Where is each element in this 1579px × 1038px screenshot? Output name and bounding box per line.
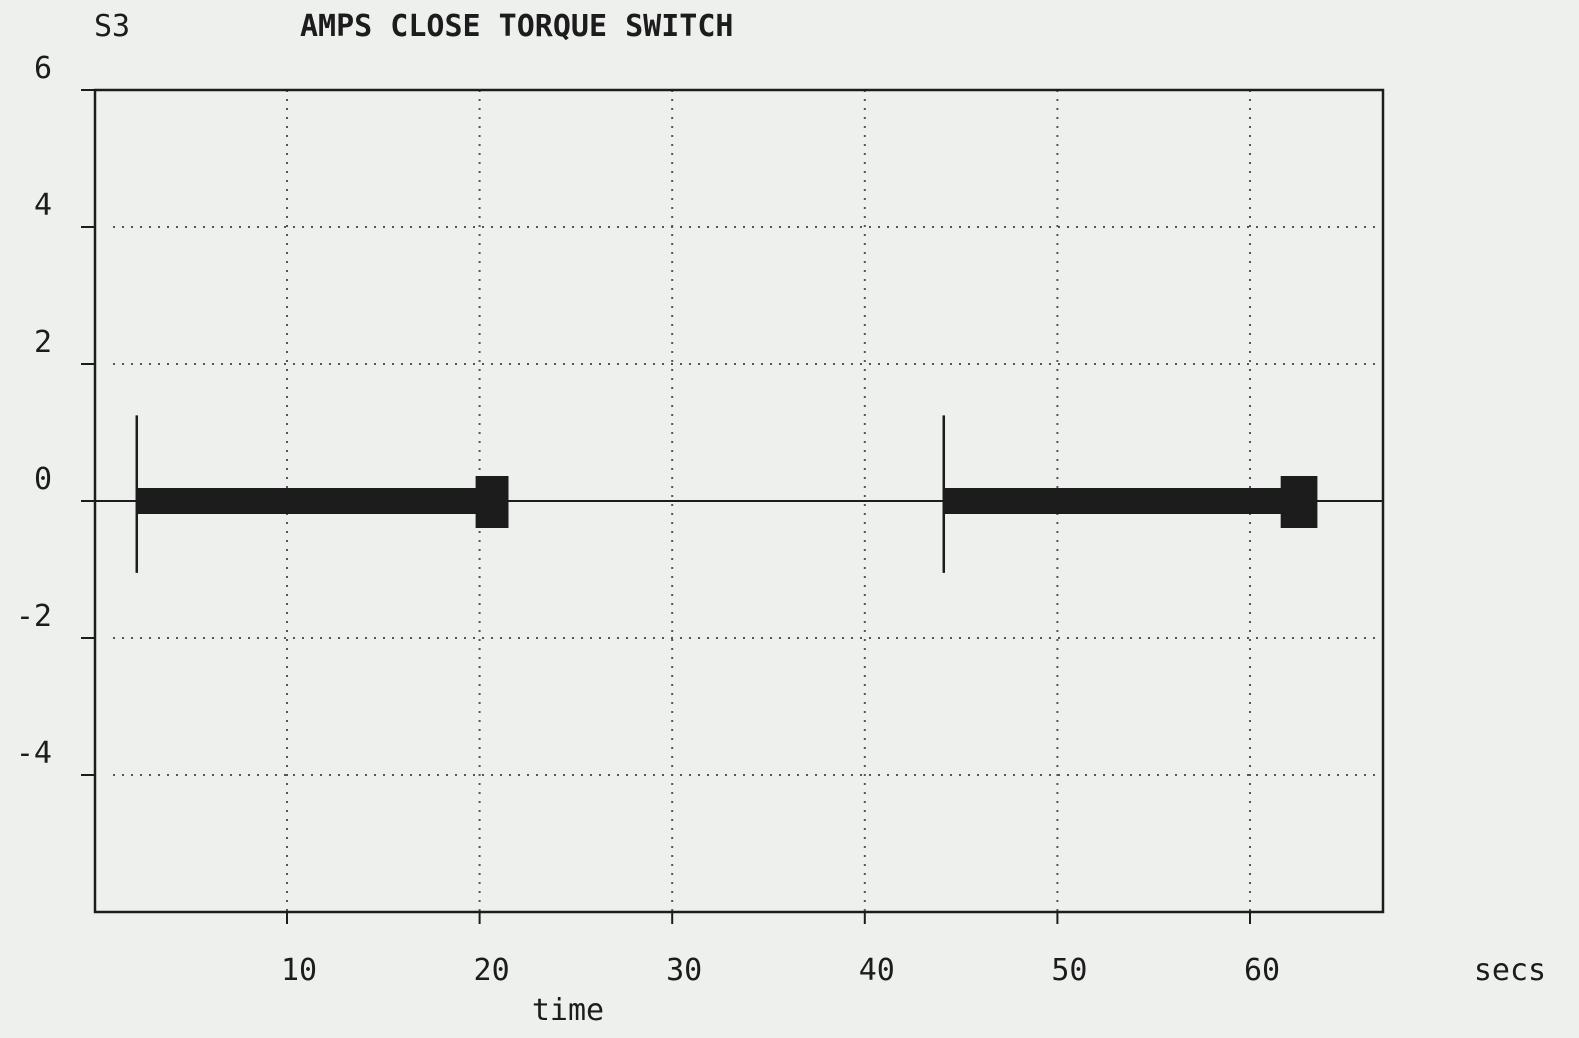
chart-title: AMPS CLOSE TORQUE SWITCH [300,9,733,44]
x-axis-title: time [532,993,604,1028]
segment-1-trace [136,488,480,514]
y-tick-label-6: 6 [34,51,52,86]
y-tick-label-4: 4 [34,188,52,223]
x-tick-label-20: 20 [474,953,510,988]
y-tick-label--2: -2 [16,599,52,634]
grid-lines [113,90,1377,912]
x-tick-label-60: 60 [1244,953,1280,988]
x-tick-label-30: 30 [666,953,702,988]
x-tick-label-40: 40 [859,953,895,988]
segment-1-end-block [475,476,509,528]
y-tick-label-2: 2 [34,325,52,360]
x-tick-label-10: 10 [281,953,317,988]
y-tick-label--4: -4 [16,736,52,771]
y-tick-label-0: 0 [34,462,52,497]
x-unit-label: secs [1474,953,1546,988]
plot-id: S3 [94,9,130,44]
segment-2-trace [943,488,1285,514]
segment-2-end-block [1280,476,1318,528]
series-layer [135,415,1318,573]
x-tick-label-50: 50 [1051,953,1087,988]
